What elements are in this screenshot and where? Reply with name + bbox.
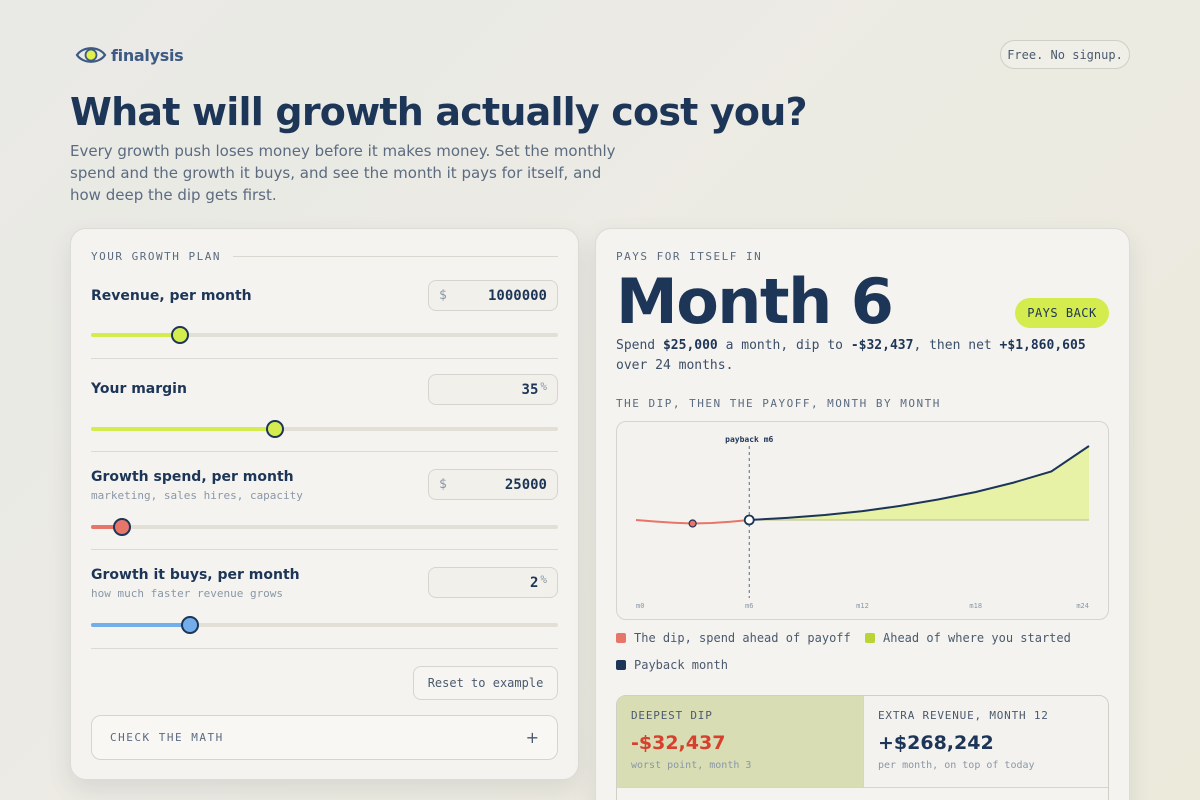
summary-text: over 24 months.	[616, 358, 734, 373]
currency-prefix: $	[439, 288, 447, 303]
divider	[91, 648, 558, 649]
legend-label: The dip, spend ahead of payoff	[634, 631, 851, 645]
growth-plan-card: YOUR GROWTH PLAN Revenue, per month $ 10…	[70, 228, 579, 780]
page-title: What will growth actually cost you?	[70, 90, 808, 134]
growth-plan-header: YOUR GROWTH PLAN	[91, 250, 558, 263]
brand-logo[interactable]: finalysis	[75, 44, 184, 66]
growth-buys-slider-fill	[91, 623, 190, 627]
legend-item-dip: The dip, spend ahead of payoff	[616, 631, 851, 645]
growth-spend-slider[interactable]	[91, 518, 558, 536]
page-intro: Every growth push loses money before it …	[70, 142, 616, 204]
growth-spend-value: 25000	[504, 476, 547, 493]
revenue-slider-thumb[interactable]	[170, 326, 189, 344]
growth-buys-input[interactable]: 2 %	[428, 567, 558, 598]
growth-buys-sublabel: how much faster revenue grows	[91, 587, 284, 600]
summary-text: Spend	[616, 338, 663, 353]
pays-back-badge: PAYS BACK	[1015, 298, 1109, 328]
divider	[91, 451, 558, 452]
stat-value: +$268,242	[878, 732, 994, 754]
summary-text: , then net	[913, 338, 1000, 353]
stat-key: DEEPEST DIP	[631, 709, 713, 722]
result-summary: Spend $25,000 a month, dip to -$32,437, …	[616, 336, 1116, 376]
expand-plus-icon: +	[525, 728, 539, 747]
growth-spend-input[interactable]: $ 25000	[428, 469, 558, 500]
growth-plan-label: YOUR GROWTH PLAN	[91, 250, 221, 263]
payback-label: PAYS FOR ITSELF IN	[616, 250, 763, 263]
payback-chart: payback m6 m0 m6 m12 m18 m24	[616, 421, 1109, 620]
revenue-value: 1000000	[487, 287, 547, 304]
dip-point	[688, 519, 697, 528]
margin-slider-fill	[91, 427, 276, 431]
legend-label: Ahead of where you started	[883, 631, 1071, 645]
divider	[91, 358, 558, 359]
x-tick-label: m18	[969, 602, 982, 610]
summary-net: +$1,860,605	[999, 338, 1086, 353]
payback-chart-svg: payback m6 m0 m6 m12 m18 m24	[635, 435, 1090, 610]
payback-point	[743, 514, 755, 526]
growth-spend-slider-thumb[interactable]	[112, 518, 131, 536]
result-card: PAYS FOR ITSELF IN Month 6 PAYS BACK Spe…	[595, 228, 1130, 800]
margin-field: Your margin 35 %	[91, 374, 558, 448]
ahead-area	[749, 446, 1089, 520]
growth-buys-field: Growth it buys, per month how much faste…	[91, 567, 558, 647]
growth-spend-label: Growth spend, per month	[91, 469, 294, 485]
brand-name: finalysis	[111, 45, 184, 65]
growth-buys-label: Growth it buys, per month	[91, 567, 300, 583]
payback-month: Month 6	[616, 265, 894, 338]
currency-prefix: $	[439, 477, 447, 492]
x-tick-label: m0	[636, 602, 644, 610]
margin-slider-thumb[interactable]	[266, 420, 285, 438]
revenue-slider[interactable]	[91, 326, 558, 344]
legend-swatch	[616, 660, 626, 670]
payback-annotation: payback m6	[725, 435, 773, 444]
free-badge: Free. No signup.	[1000, 40, 1130, 69]
revenue-label: Revenue, per month	[91, 288, 252, 304]
legend-item-payback: Payback month	[616, 658, 728, 672]
legend-swatch	[616, 633, 626, 643]
growth-spend-slider-fill	[91, 525, 122, 529]
check-math-label: CHECK THE MATH	[110, 731, 224, 744]
stat-deepest-dip: DEEPEST DIP -$32,437 worst point, month …	[617, 696, 863, 787]
growth-buys-slider[interactable]	[91, 616, 558, 634]
revenue-input[interactable]: $ 1000000	[428, 280, 558, 311]
chart-label: THE DIP, THEN THE PAYOFF, MONTH BY MONTH	[616, 397, 941, 410]
reset-button[interactable]: Reset to example	[413, 666, 558, 700]
revenue-slider-fill	[91, 333, 180, 337]
stats-grid: DEEPEST DIP -$32,437 worst point, month …	[616, 695, 1109, 800]
stat-key: EXTRA REVENUE, MONTH 12	[878, 709, 1049, 722]
x-tick-label: m12	[856, 602, 869, 610]
divider	[91, 549, 558, 550]
ahead-line	[749, 445, 1090, 521]
stat-value: -$32,437	[631, 732, 726, 754]
legend-label: Payback month	[634, 658, 728, 672]
percent-suffix: %	[540, 573, 547, 586]
margin-slider[interactable]	[91, 420, 558, 438]
percent-suffix: %	[540, 380, 547, 393]
growth-buys-slider-thumb[interactable]	[181, 616, 199, 634]
stat-extra-revenue: EXTRA REVENUE, MONTH 12 +$268,242 per mo…	[863, 696, 1108, 787]
growth-buys-value: 2	[529, 574, 539, 591]
margin-input[interactable]: 35 %	[428, 374, 558, 405]
stats-divider	[617, 787, 1108, 788]
margin-value: 35	[521, 381, 539, 398]
growth-spend-field: Growth spend, per month marketing, sales…	[91, 469, 558, 549]
x-tick-label: m6	[745, 602, 753, 610]
growth-spend-sublabel: marketing, sales hires, capacity	[91, 489, 303, 502]
summary-spend: $25,000	[662, 338, 718, 353]
revenue-field: Revenue, per month $ 1000000	[91, 280, 558, 355]
check-math-toggle[interactable]: CHECK THE MATH +	[91, 715, 558, 760]
eye-logo-icon	[75, 47, 107, 63]
legend-swatch	[865, 633, 875, 643]
stat-sub: worst point, month 3	[631, 760, 752, 771]
header-rule	[232, 256, 558, 257]
stat-sub: per month, on top of today	[878, 760, 1035, 771]
summary-text: a month, dip to	[717, 338, 851, 353]
legend-item-ahead: Ahead of where you started	[865, 631, 1071, 645]
summary-dip: -$32,437	[850, 338, 914, 353]
margin-label: Your margin	[91, 381, 187, 397]
x-tick-label: m24	[1076, 602, 1089, 610]
